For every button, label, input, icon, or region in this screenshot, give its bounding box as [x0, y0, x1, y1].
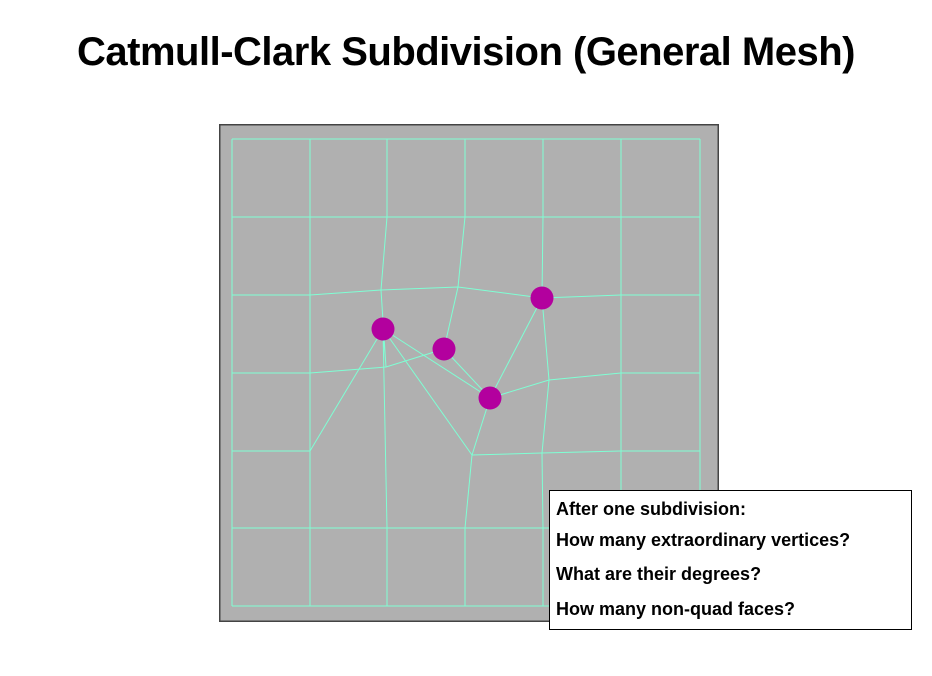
- question-intro: After one subdivision:: [556, 499, 747, 519]
- mesh-row-line: [232, 348, 445, 374]
- mesh-figure: [219, 124, 719, 622]
- mesh-column-line: [443, 139, 466, 350]
- question-extraordinary-count: How many extraordinary vertices?: [556, 530, 851, 550]
- extraordinary-vertex-1: [432, 337, 456, 361]
- mesh-column-line: [541, 139, 550, 606]
- extraordinary-vertex-4: [371, 317, 395, 341]
- extraordinary-vertex-3: [478, 386, 502, 410]
- mesh-diagonal-edge: [382, 328, 491, 399]
- question-degrees: What are their degrees?: [556, 564, 762, 584]
- mesh-row-line: [489, 372, 700, 399]
- mesh-column-line: [464, 397, 491, 606]
- question-box: After one subdivision: How many extraord…: [549, 490, 912, 630]
- slide-title: Catmull-Clark Subdivision (General Mesh): [77, 30, 855, 74]
- mesh-column-line: [380, 139, 388, 606]
- question-non-quad-faces: How many non-quad faces?: [556, 599, 796, 619]
- extraordinary-vertex-2: [530, 286, 554, 310]
- mesh-vertices: [371, 286, 554, 410]
- mesh-diagonal-edge: [489, 297, 543, 399]
